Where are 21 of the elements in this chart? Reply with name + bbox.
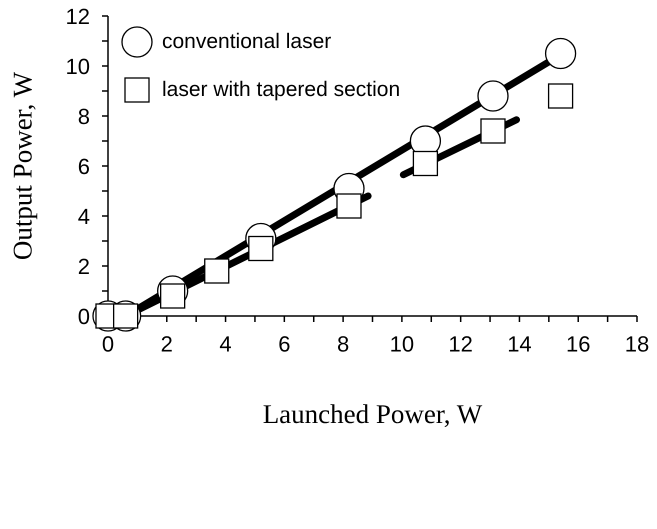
y-tick-label: 4	[78, 204, 90, 229]
x-axis-title: Launched Power, W	[262, 399, 483, 429]
x-tick-label: 2	[160, 332, 173, 357]
x-tick-label: 16	[566, 332, 590, 357]
y-axis-title: Output Power, W	[8, 71, 38, 260]
x-tick-label: 8	[336, 332, 350, 357]
x-tick-label: 0	[102, 332, 114, 357]
y-tick-label: 6	[78, 154, 90, 179]
x-tick-label: 12	[448, 332, 473, 357]
x-tick-label: 18	[624, 332, 650, 357]
x-tick-label: 6	[278, 332, 290, 357]
y-tick-label: 0	[78, 304, 90, 329]
legend-label: conventional laser	[162, 30, 332, 54]
x-tick-label: 14	[507, 332, 532, 357]
x-tick-label: 4	[219, 332, 232, 357]
x-tick-label: 10	[390, 332, 414, 357]
y-tick-label: 2	[78, 254, 90, 279]
legend-label: laser with tapered section	[162, 78, 400, 102]
y-tick-label: 10	[66, 54, 90, 79]
y-tick-label: 8	[78, 104, 90, 129]
y-tick-label: 12	[66, 4, 90, 29]
